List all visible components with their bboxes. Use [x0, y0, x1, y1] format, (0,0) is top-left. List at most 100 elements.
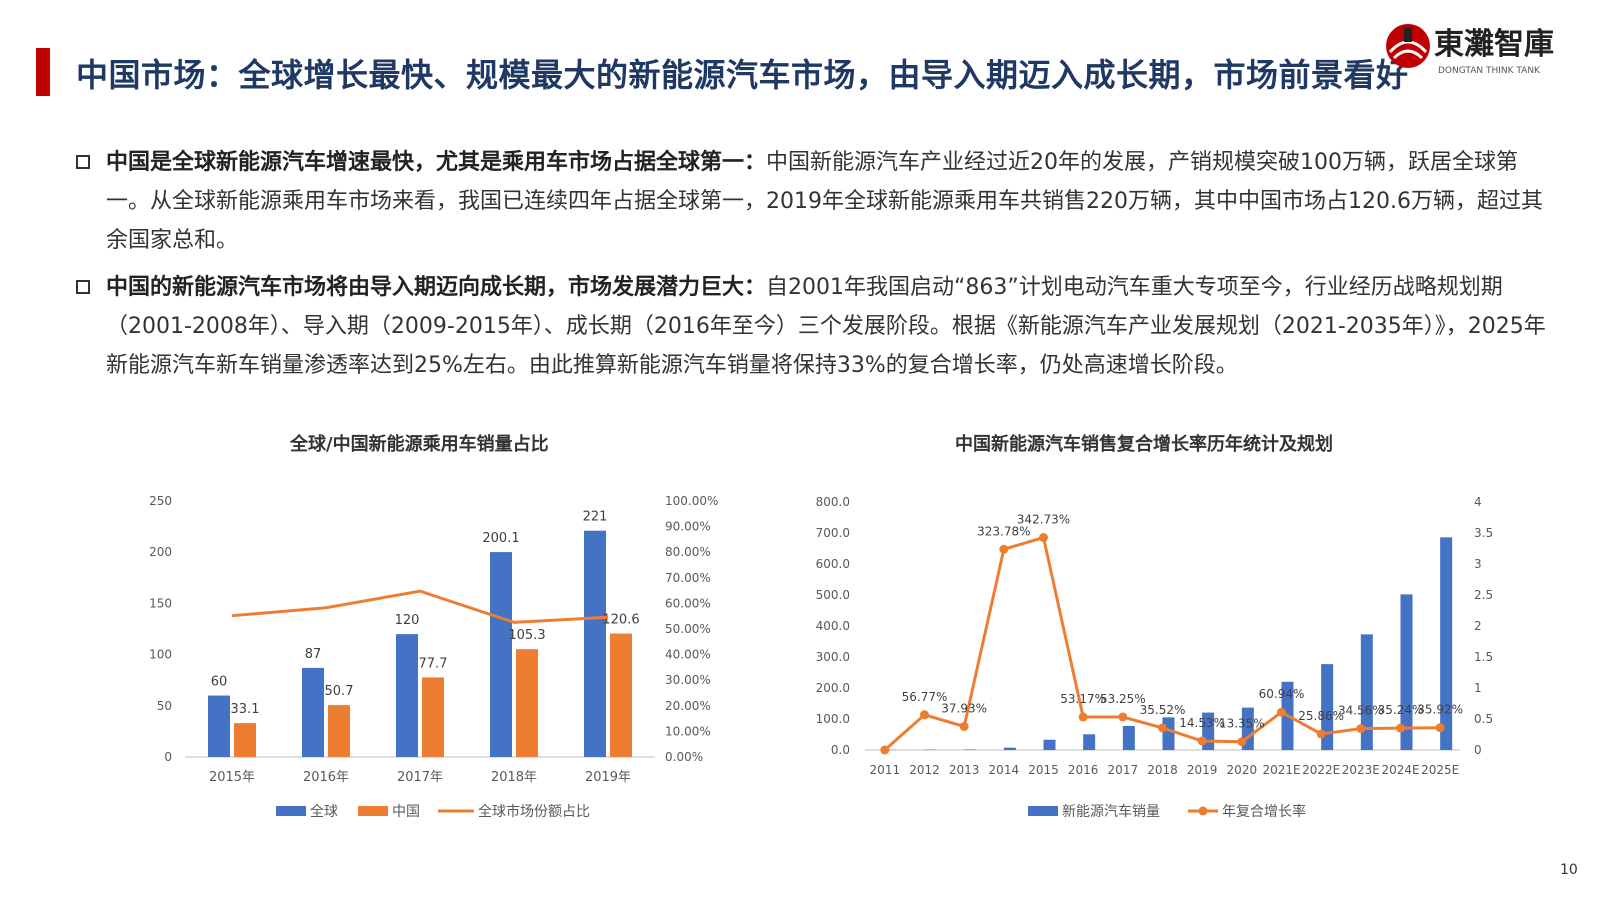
- line-point: [1197, 736, 1207, 746]
- x-tick-label: 2024E: [1381, 763, 1419, 777]
- y-right-tick-label: 3: [1474, 557, 1482, 571]
- bar: [1440, 537, 1453, 750]
- line-data-label: 60.94%: [1259, 687, 1305, 701]
- bar: [1003, 747, 1016, 750]
- bar-data-label: 60: [211, 675, 228, 690]
- bar: [302, 667, 324, 757]
- y-left-tick-label: 600.0: [816, 557, 850, 571]
- x-tick-label: 2021E: [1262, 763, 1300, 777]
- y-left-tick-label: 400.0: [816, 619, 850, 633]
- line-data-label: 53.25%: [1100, 692, 1146, 706]
- y-right-tick-label: 90.00%: [665, 520, 711, 534]
- y-right-tick-label: 100.00%: [665, 494, 718, 508]
- x-tick-label: 2020: [1227, 763, 1258, 777]
- chart-2-title: 中国新能源汽车销售复合增长率历年统计及规划: [955, 434, 1333, 455]
- bullet-2-text: 自2001年我国启动“863”计划电动汽车重大专项至今，行业经历战略规划期（20…: [106, 275, 1546, 378]
- y-left-tick-label: 50: [157, 699, 172, 713]
- y-right-tick-label: 30.00%: [665, 673, 711, 687]
- x-tick-label: 2015年: [209, 770, 255, 785]
- y-right-tick-label: 40.00%: [665, 648, 711, 662]
- legend-label: 全球市场份额占比: [478, 803, 590, 820]
- y-right-tick-label: 1.5: [1474, 650, 1493, 664]
- y-right-tick-label: 4: [1474, 495, 1482, 509]
- chart-1-title: 全球/中国新能源乘用车销量占比: [290, 434, 549, 455]
- x-tick-label: 2016年: [303, 770, 349, 785]
- bar-data-label: 200.1: [482, 531, 519, 546]
- logo-text: 東灘智庫: [1434, 27, 1554, 62]
- y-right-tick-label: 3.5: [1474, 526, 1493, 540]
- line-point: [1237, 737, 1247, 747]
- bar: [1122, 725, 1135, 750]
- y-right-tick-label: 0: [1474, 743, 1482, 757]
- line-point: [1158, 723, 1167, 733]
- line-data-label: 53.17%: [1060, 692, 1106, 706]
- line-data-label: 14.53%: [1179, 716, 1225, 730]
- x-tick-label: 2017年: [397, 770, 443, 785]
- bar-data-label: 221: [583, 510, 608, 525]
- bar: [328, 705, 350, 757]
- bar-data-label: 87: [305, 647, 322, 662]
- x-tick-label: 2014: [989, 763, 1020, 777]
- y-right-tick-label: 10.00%: [665, 724, 711, 738]
- bar: [490, 552, 512, 757]
- bar-data-label: 50.7: [325, 684, 354, 699]
- line-point: [1316, 729, 1326, 739]
- x-tick-label: 2019年: [585, 770, 631, 785]
- line-data-label: 56.77%: [902, 690, 948, 704]
- title-accent-bar: [36, 48, 50, 96]
- bar: [396, 634, 418, 757]
- line-point: [1118, 712, 1128, 722]
- legend-swatch-global: [276, 806, 306, 816]
- y-left-tick-label: 300.0: [816, 650, 850, 664]
- y-right-tick-label: 20.00%: [665, 699, 711, 713]
- line-data-label: 35.52%: [1140, 703, 1186, 717]
- line-point: [920, 710, 929, 720]
- line-data-label: 34.56%: [1338, 704, 1384, 718]
- line-point: [999, 544, 1009, 554]
- line-data-label: 25.86%: [1298, 709, 1344, 723]
- bar: [208, 695, 230, 757]
- line-data-label: 35.92%: [1417, 703, 1463, 717]
- legend-label: 全球: [310, 803, 338, 820]
- bar: [1162, 717, 1175, 750]
- bullet-item-1: 中国是全球新能源汽车增速最快，尤其是乘用车市场占据全球第一：中国新能源汽车产业经…: [76, 143, 1546, 260]
- y-right-tick-label: 50.00%: [665, 622, 711, 636]
- x-tick-label: 2015: [1028, 763, 1059, 777]
- bullet-1-heading: 中国是全球新能源汽车增速最快，尤其是乘用车市场占据全球第一：: [106, 150, 767, 175]
- y-right-tick-label: 70.00%: [665, 571, 711, 585]
- bar: [1400, 594, 1413, 750]
- bar: [964, 749, 977, 750]
- line-point: [1435, 723, 1445, 733]
- legend-label: 年复合增长率: [1222, 803, 1306, 820]
- y-right-tick-label: 0.00%: [665, 750, 703, 764]
- y-right-tick-label: 2: [1474, 619, 1482, 633]
- line-data-label: 323.78%: [977, 524, 1030, 538]
- x-tick-label: 2018年: [491, 770, 537, 785]
- legend-swatch-sales: [1028, 806, 1058, 816]
- line-point: [1039, 533, 1048, 543]
- chart-china-cagr: 0.0 100.0 200.0 300.0 400.0 500.0 600.0 700.0 80…: [816, 495, 1493, 820]
- x-tick-label: 2011: [870, 763, 901, 777]
- line-data-label: 37.93%: [941, 701, 987, 715]
- x-tick-label: 2023E: [1342, 763, 1380, 777]
- y-right-tick-label: 80.00%: [665, 545, 711, 559]
- y-left-tick-label: 250: [149, 494, 172, 508]
- legend-marker-cagr: [1198, 806, 1208, 816]
- y-left-tick-label: 700.0: [816, 526, 850, 540]
- page-title: 中国市场：全球增长最快、规模最大的新能源汽车市场，由导入期迈入成长期，市场前景看…: [76, 56, 1409, 94]
- x-tick-label: 2012: [909, 763, 940, 777]
- legend-label: 中国: [392, 804, 420, 820]
- y-left-tick-label: 0.0: [831, 743, 850, 757]
- line-data-label: 342.73%: [1017, 513, 1070, 527]
- chart-global-china-sales: 0 50 100 150 200 250 0.00% 10.00% 20.00% 30.00% 40…: [149, 494, 718, 820]
- bar: [1083, 734, 1096, 750]
- logo-subtext: DONGTAN THINK TANK: [1438, 66, 1541, 76]
- bar: [234, 723, 256, 757]
- bullet-square-icon: [76, 280, 90, 294]
- series-line-market-share: [231, 589, 609, 624]
- x-tick-label: 2016: [1068, 763, 1099, 777]
- bar-data-label: 105.3: [508, 628, 545, 643]
- y-right-tick-label: 2.5: [1474, 588, 1493, 602]
- x-tick-label: 2022E: [1302, 763, 1340, 777]
- y-right-tick-label: 60.00%: [665, 596, 711, 610]
